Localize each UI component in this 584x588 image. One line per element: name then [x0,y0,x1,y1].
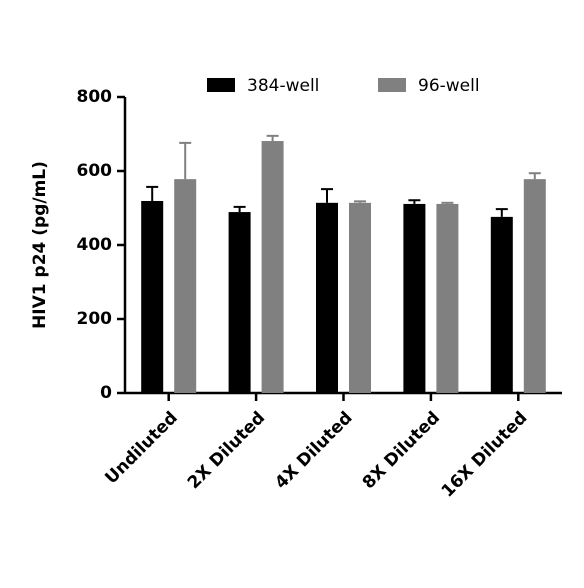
y-tick-label: 200 [77,309,113,329]
legend-label: 384-well [247,76,319,96]
bar [228,212,251,393]
x-tick-label: 8X Diluted [359,408,444,493]
x-tick-label: 2X Diluted [184,408,269,493]
x-tick-label: 16X Diluted [438,408,532,502]
y-tick-label: 0 [100,383,112,403]
bar [436,203,459,393]
bar [316,202,338,393]
legend-swatch [207,78,235,92]
bar [523,179,546,393]
y-axis-label: HIV1 p24 (pg/mL) [30,161,50,329]
y-tick-label: 800 [77,87,113,107]
bar [261,141,284,393]
bar [141,200,164,393]
bar [490,216,513,393]
legend-swatch [378,78,406,92]
x-tick-label: Undiluted [101,408,181,488]
bar [174,179,197,393]
x-tick-label: 4X Diluted [271,408,356,493]
y-tick-label: 400 [77,235,113,255]
legend-label: 96-well [418,76,480,96]
bar [349,202,371,393]
y-tick-label: 600 [77,161,113,181]
bar [403,203,426,393]
